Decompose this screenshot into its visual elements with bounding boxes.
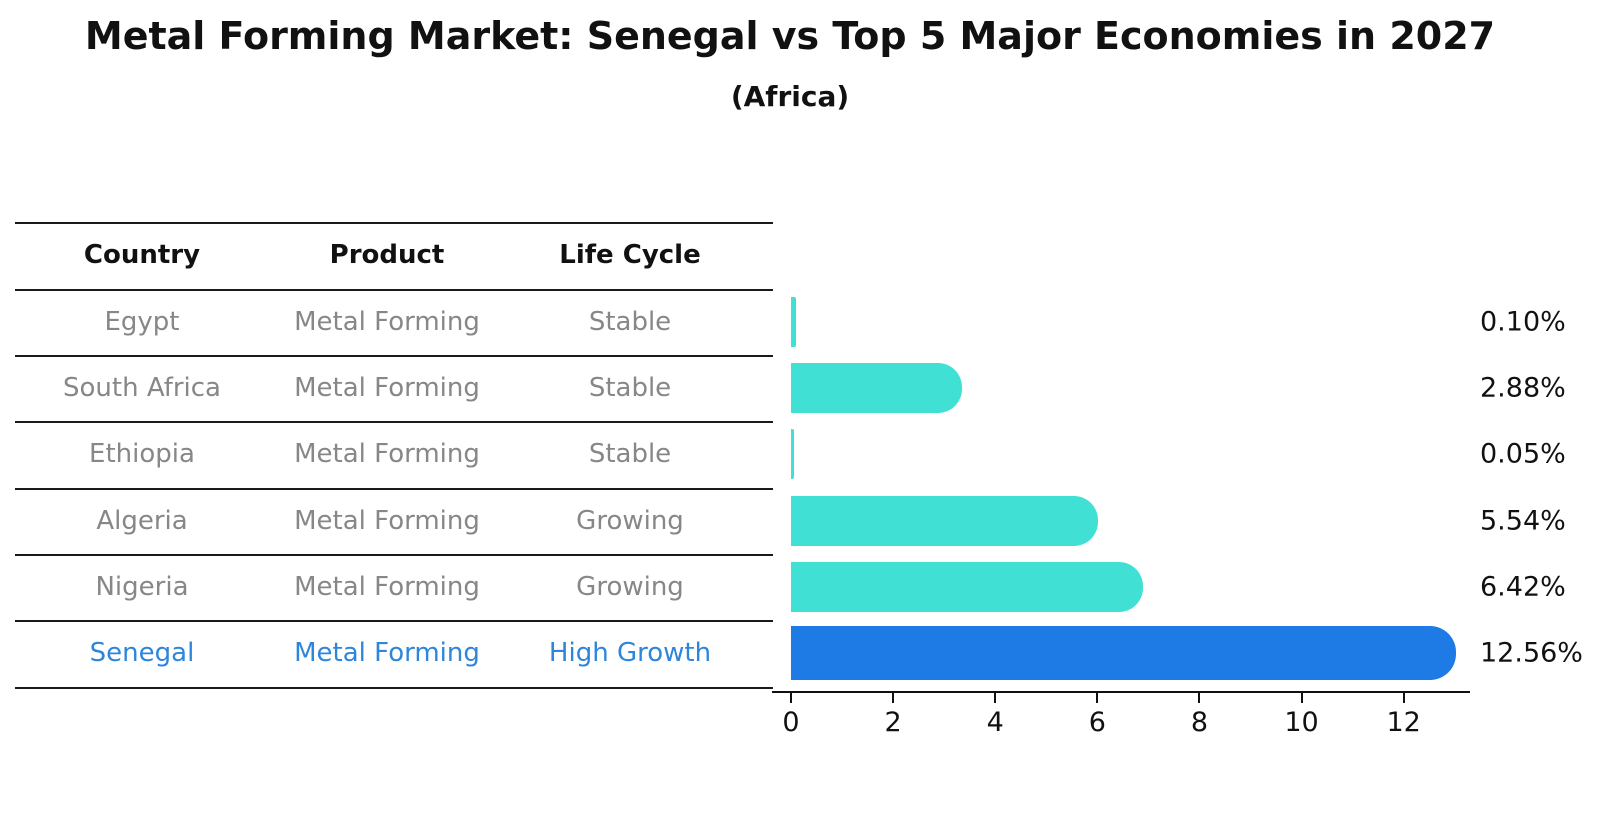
table-cell-life_cycle: Stable xyxy=(588,439,672,469)
table-cell-product: Metal Forming xyxy=(294,638,480,668)
table-separator-line xyxy=(15,687,773,689)
table-cell-country: Algeria xyxy=(96,506,188,536)
bar-highlight xyxy=(791,626,1457,680)
table-cell-product: Metal Forming xyxy=(294,307,480,337)
x-tick xyxy=(892,693,895,703)
table-cell-country: South Africa xyxy=(63,373,221,403)
table-cell-life_cycle: High Growth xyxy=(548,638,712,668)
table-separator-line xyxy=(15,289,773,291)
x-tick-label: 4 xyxy=(986,707,1004,738)
chart-title: Metal Forming Market: Senegal vs Top 5 M… xyxy=(84,14,1496,58)
table-cell-life_cycle: Growing xyxy=(576,572,684,602)
bar xyxy=(791,363,963,413)
x-tick-label: 0 xyxy=(782,707,800,738)
bar xyxy=(791,297,797,347)
bar-value-label: 6.42% xyxy=(1480,571,1566,603)
bar-value-label: 0.10% xyxy=(1480,306,1566,338)
bar-value-label: 5.54% xyxy=(1480,505,1566,537)
table-separator-line xyxy=(15,355,773,357)
bar xyxy=(791,562,1143,612)
table-cell-product: Metal Forming xyxy=(294,572,480,602)
table-cell-product: Metal Forming xyxy=(294,439,480,469)
x-tick-label: 2 xyxy=(884,707,902,738)
x-tick xyxy=(994,693,997,703)
x-tick xyxy=(1096,693,1099,703)
x-tick xyxy=(1402,693,1405,703)
table-separator-line xyxy=(15,222,773,224)
x-tick-label: 6 xyxy=(1088,707,1106,738)
table-separator-line xyxy=(15,421,773,423)
x-tick-label: 10 xyxy=(1284,707,1319,738)
table-cell-country: Senegal xyxy=(89,638,195,668)
table-header-product: Product xyxy=(329,240,445,270)
table-cell-product: Metal Forming xyxy=(294,373,480,403)
x-axis-line xyxy=(772,691,1470,693)
x-tick xyxy=(1198,693,1201,703)
bar xyxy=(791,429,794,479)
x-tick xyxy=(790,693,792,703)
table-cell-country: Ethiopia xyxy=(89,439,195,469)
table-cell-product: Metal Forming xyxy=(294,506,480,536)
x-tick-label: 12 xyxy=(1386,707,1421,738)
bar xyxy=(791,496,1098,546)
table-cell-life_cycle: Stable xyxy=(588,307,672,337)
chart-subtitle: (Africa) xyxy=(730,80,850,113)
table-header-life_cycle: Life Cycle xyxy=(559,240,701,270)
table-separator-line xyxy=(15,554,773,556)
table-separator-line xyxy=(15,620,773,622)
table-cell-country: Nigeria xyxy=(95,572,189,602)
table-separator-line xyxy=(15,488,773,490)
table-cell-life_cycle: Growing xyxy=(576,506,684,536)
table-header-country: Country xyxy=(83,240,201,270)
bar-value-label: 0.05% xyxy=(1480,438,1566,470)
x-tick xyxy=(1300,693,1303,703)
table-cell-life_cycle: Stable xyxy=(588,373,672,403)
table-cell-country: Egypt xyxy=(104,307,180,337)
bar-value-label: 12.56% xyxy=(1480,637,1583,669)
x-tick-label: 8 xyxy=(1190,707,1208,738)
bar-value-label: 2.88% xyxy=(1480,372,1566,404)
